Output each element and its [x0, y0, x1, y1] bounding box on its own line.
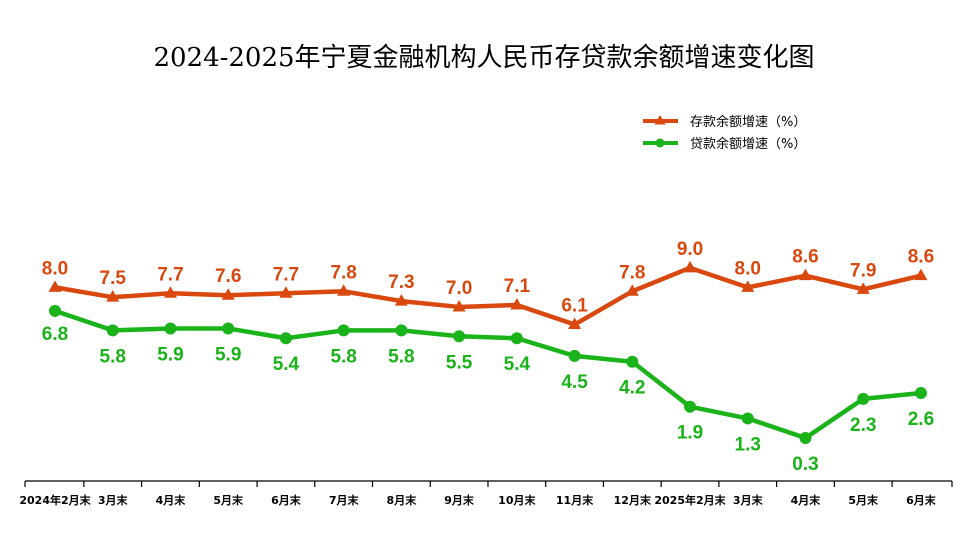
legend-label-deposit: 存款余额增速（%） [690, 114, 806, 130]
x-tick-label: 5月末 [848, 493, 879, 507]
data-point-triangle [798, 268, 812, 281]
data-point-triangle [337, 284, 351, 296]
x-tick-label: 4月末 [156, 493, 187, 507]
x-tick-label: 5月末 [213, 493, 244, 507]
data-label: 5.5 [446, 352, 473, 373]
data-point-circle [106, 324, 119, 337]
data-point-triangle [856, 282, 870, 294]
x-tick-label: 2024年2月末 [19, 493, 91, 507]
data-label: 5.8 [100, 346, 126, 367]
series-line [54, 308, 922, 441]
x-tick-label: 6月末 [271, 493, 302, 507]
x-tick-label: 12月末 [614, 493, 652, 507]
data-point-triangle [568, 317, 582, 330]
data-label: 7.0 [446, 278, 472, 299]
data-label: 9.0 [677, 239, 703, 260]
data-label: 8.0 [42, 258, 68, 279]
x-tick-label: 9月末 [444, 493, 475, 507]
data-point-triangle [452, 299, 466, 312]
data-label: 5.4 [504, 354, 531, 375]
data-point-circle [857, 392, 870, 405]
data-label: 7.6 [215, 266, 241, 287]
x-tick-label: 11月末 [556, 493, 594, 507]
data-point-triangle [394, 294, 408, 306]
data-point-circle [684, 400, 697, 413]
data-label: 8.6 [908, 247, 934, 268]
x-tick-label: 2025年2月末 [654, 493, 726, 507]
data-point-circle [395, 324, 408, 337]
data-point-triangle [914, 268, 928, 281]
data-point-triangle [625, 284, 639, 296]
data-point-circle [568, 349, 581, 362]
plot-area: 8.0 7.5 7.7 7.6 7.7 7.8 7.3 7.0 7.1 6.1 7.8 9.0 8.0 8… [42, 239, 934, 475]
legend-item-deposit: 存款余额增速（%） [643, 114, 806, 130]
data-label: 2.3 [850, 415, 876, 436]
data-label: 4.2 [619, 378, 645, 399]
data-label: 5.8 [330, 346, 356, 367]
data-point-circle [49, 304, 61, 317]
data-label: 5.4 [273, 354, 300, 375]
data-label: 1.9 [677, 423, 703, 444]
data-label: 0.3 [792, 454, 818, 475]
chart-title: 2024-2025年宁夏金融机构人民币存贷款余额增速变化图 [153, 43, 814, 73]
legend-marker-triangle [654, 115, 666, 125]
data-label: 8.0 [735, 258, 761, 279]
legend-marker-circle [655, 138, 665, 148]
data-point-circle [222, 322, 235, 335]
data-label: 1.3 [735, 434, 761, 455]
data-label: 5.9 [215, 344, 241, 365]
data-label: 7.3 [388, 272, 414, 293]
series-line [54, 265, 922, 327]
data-label: 7.1 [504, 276, 531, 297]
data-point-triangle [106, 290, 120, 302]
data-label: 4.5 [561, 372, 588, 393]
data-label: 7.9 [850, 260, 876, 281]
x-tick-label: 8月末 [387, 493, 418, 507]
data-point-triangle [279, 286, 293, 298]
legend-label-loan: 贷款余额增速（%） [690, 136, 806, 152]
data-label: 5.9 [157, 344, 183, 365]
data-label: 6.1 [561, 296, 588, 317]
data-point-circle [799, 432, 812, 444]
x-tick-label: 6月末 [906, 493, 937, 507]
data-point-triangle [683, 260, 697, 273]
data-point-circle [914, 387, 927, 400]
x-tick-label: 7月末 [329, 493, 360, 507]
data-point-circle [164, 322, 177, 335]
data-point-triangle [741, 280, 755, 292]
data-label: 6.8 [42, 324, 68, 345]
x-axis: 2024年2月末 3月末 4月末 5月末 6月末 7月末 8月末 9月末 10月末 11月末 12月… [19, 480, 953, 507]
data-point-triangle [163, 286, 177, 298]
data-label: 8.6 [792, 247, 818, 268]
series-loan: 6.8 5.8 5.9 5.9 5.4 5.8 5.8 5.5 5.4 4.5 4.2 1.9 1.3 0… [42, 304, 934, 475]
data-point-circle [453, 330, 466, 343]
data-label: 7.7 [157, 264, 183, 285]
x-tick-label: 3月末 [733, 493, 764, 507]
data-point-triangle [221, 288, 235, 300]
data-point-circle [510, 332, 523, 345]
x-tick-label: 4月末 [791, 493, 822, 507]
x-tick-label: 10月末 [498, 493, 536, 507]
legend-item-loan: 贷款余额增速（%） [643, 136, 806, 152]
data-point-circle [279, 332, 292, 345]
data-label: 2.6 [908, 409, 934, 430]
series-deposit: 8.0 7.5 7.7 7.6 7.7 7.8 7.3 7.0 7.1 6.1 7.8 9.0 8.0 8… [42, 239, 934, 330]
data-label: 5.8 [388, 346, 414, 367]
data-label: 7.7 [273, 264, 299, 285]
data-point-circle [741, 412, 754, 425]
data-point-triangle [48, 280, 62, 292]
legend: 存款余额增速（%） 贷款余额增速（%） [643, 114, 806, 152]
data-point-triangle [510, 297, 524, 310]
data-label: 7.5 [100, 268, 127, 289]
data-point-circle [626, 355, 639, 368]
data-point-circle [337, 324, 350, 337]
data-label: 7.8 [330, 262, 356, 283]
x-tick-label: 3月末 [98, 493, 129, 507]
data-label: 7.8 [619, 262, 645, 283]
